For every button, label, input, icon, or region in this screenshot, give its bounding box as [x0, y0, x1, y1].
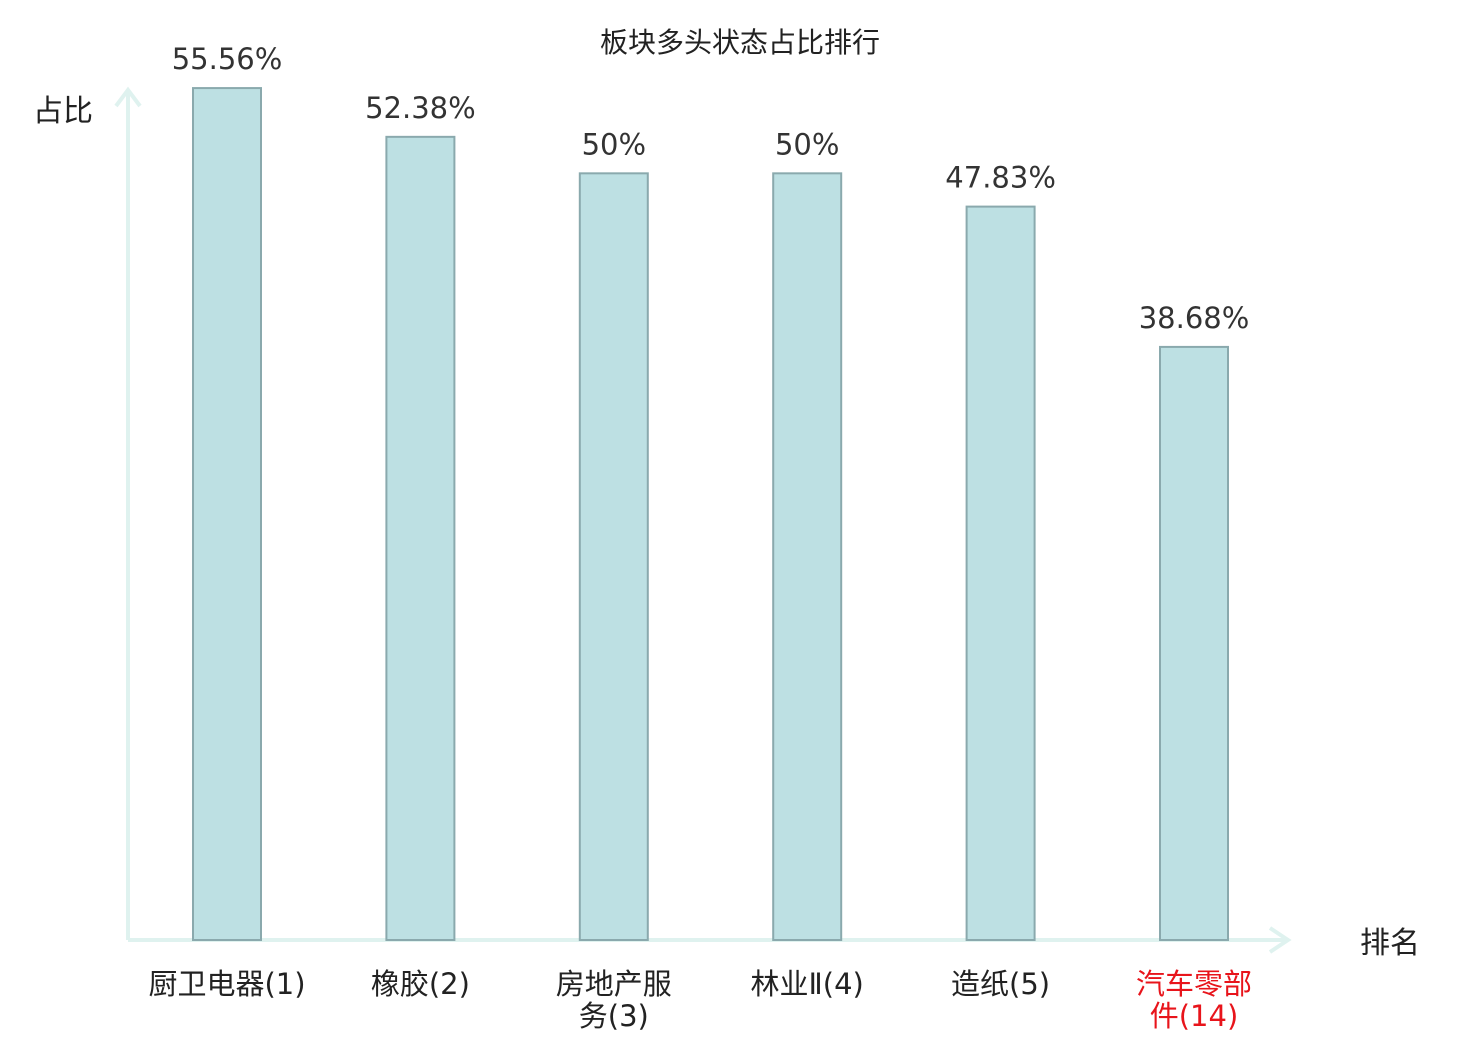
bar [578, 172, 649, 942]
x-tick-label-line: 汽车零部 [1136, 967, 1252, 1001]
x-tick-label-line: 房地产服 [556, 967, 672, 1001]
x-tick-label-line: 橡胶(2) [371, 967, 470, 1001]
bars-group [192, 87, 1229, 942]
x-tick-label: 汽车零部件(14) [1136, 967, 1252, 1033]
bar [772, 172, 843, 942]
bar-value-label: 50% [775, 127, 839, 161]
category-labels-group: 厨卫电器(1) 橡胶(2) 房地产服务(3) 林业Ⅱ(4) 造纸(5) 汽车零部件(14) [148, 967, 1252, 1033]
x-tick-label-line: 件(14) [1150, 999, 1239, 1033]
bar [192, 87, 262, 941]
y-axis-label: 占比 [33, 94, 93, 129]
bar-value-label: 38.68% [1139, 301, 1250, 335]
x-tick-label: 造纸(5) [951, 967, 1050, 1001]
x-tick-label: 房地产服务(3) [556, 967, 672, 1033]
x-tick-label-line: 林业Ⅱ(4) [751, 967, 864, 1001]
x-tick-label-line: 厨卫电器(1) [148, 967, 305, 1001]
y-axis-arrow-icon [114, 86, 142, 108]
x-axis-label: 排名 [1360, 926, 1420, 961]
x-tick-label-line: 务(3) [579, 999, 649, 1033]
bar-value-label: 55.56% [172, 42, 283, 76]
x-axis-arrow-icon [1268, 926, 1292, 954]
bar-value-label: 50% [582, 127, 646, 161]
bar [385, 135, 456, 941]
x-tick-label: 厨卫电器(1) [148, 967, 305, 1001]
bar-value-label: 47.83% [945, 161, 1056, 195]
bar [965, 205, 1036, 941]
chart-title: 板块多头状态占比排行 [600, 26, 880, 59]
x-tick-label: 林业Ⅱ(4) [751, 967, 864, 1001]
bar-value-label: 52.38% [365, 91, 476, 125]
x-tick-label-line: 造纸(5) [951, 967, 1050, 1001]
x-tick-label: 橡胶(2) [371, 967, 470, 1001]
bar [1159, 345, 1229, 941]
value-labels-group: 55.56% 52.38% 50% 50% 47.83% 38.68% [172, 42, 1250, 335]
